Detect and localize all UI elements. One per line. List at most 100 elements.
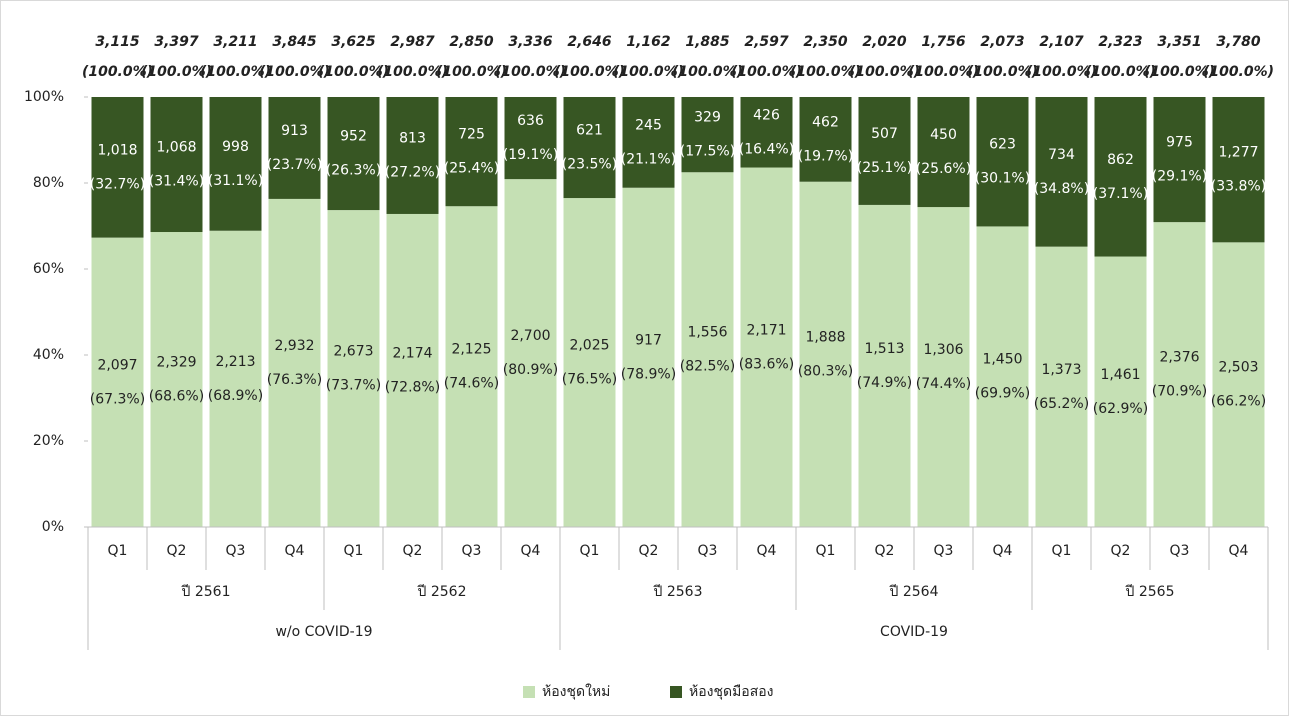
bar-segment	[563, 97, 616, 199]
bar-segment	[1035, 246, 1088, 527]
value-label: (34.8%)	[1034, 181, 1089, 197]
value-label: (33.8%)	[1211, 179, 1266, 195]
total-share-label: (100.0%)	[200, 64, 271, 80]
value-label: (31.1%)	[208, 173, 263, 189]
total-share-label: (100.0%)	[672, 64, 743, 80]
bar-segment	[976, 97, 1029, 227]
count-label: 507	[871, 126, 898, 142]
bar-segment	[150, 232, 203, 527]
value-label: (17.5%)	[680, 144, 735, 160]
value-label: (76.5%)	[562, 372, 617, 388]
total-label: 2,850	[449, 34, 494, 50]
count-label: 913	[281, 123, 308, 139]
total-label: 1,756	[921, 34, 966, 50]
value-label: (73.7%)	[326, 378, 381, 394]
total-label: 3,336	[508, 34, 553, 50]
value-label: (31.4%)	[149, 174, 204, 190]
value-label: (80.3%)	[798, 363, 853, 379]
value-label: (83.6%)	[739, 356, 794, 372]
value-label: (69.9%)	[975, 386, 1030, 402]
count-label: 2,673	[333, 344, 373, 360]
x-tick-label: Q1	[108, 543, 128, 559]
total-share-label: (100.0%)	[908, 64, 979, 80]
x-tick-label: Q4	[521, 543, 541, 559]
bar-segment	[1094, 97, 1147, 257]
year-label: ปี 2563	[653, 584, 702, 600]
count-label: 2,025	[569, 338, 609, 354]
bar-segment	[209, 230, 262, 528]
bar-segment	[799, 181, 852, 527]
count-label: 917	[635, 332, 662, 348]
count-label: 952	[340, 129, 367, 145]
total-label: 3,397	[154, 34, 199, 50]
x-tick-label: Q2	[1111, 543, 1131, 559]
value-label: (82.5%)	[680, 359, 735, 375]
total-share-label: (100.0%)	[967, 64, 1038, 80]
period-label: COVID-19	[880, 624, 948, 640]
total-share-label: (100.0%)	[377, 64, 448, 80]
bar-segment	[386, 213, 439, 527]
count-label: 450	[930, 127, 957, 143]
value-label: (70.9%)	[1152, 384, 1207, 400]
total-share-label: (100.0%)	[1026, 64, 1097, 80]
period-label: w/o COVID-19	[275, 624, 372, 640]
x-tick-label: Q3	[462, 543, 482, 559]
total-label: 3,115	[95, 34, 140, 50]
bar-segment	[150, 97, 203, 233]
count-label: 1,513	[864, 341, 904, 357]
value-label: (80.9%)	[503, 362, 558, 378]
count-label: 2,174	[392, 345, 432, 361]
bar-segment	[917, 97, 970, 208]
bar-segment	[386, 97, 439, 214]
count-label: 636	[517, 113, 544, 129]
value-label: (21.1%)	[621, 151, 676, 167]
bar-segment	[740, 167, 793, 527]
bar-segment	[445, 97, 498, 207]
bar-segment	[563, 198, 616, 528]
count-label: 2,376	[1159, 350, 1199, 366]
total-label: 2,987	[390, 34, 435, 50]
value-label: (78.9%)	[621, 366, 676, 382]
total-label: 3,625	[331, 34, 376, 50]
y-tick-label: 80%	[33, 175, 64, 191]
bar-segment	[327, 210, 380, 527]
bar-segment	[917, 207, 970, 527]
count-label: 1,306	[923, 342, 963, 358]
bar-segment	[1035, 97, 1088, 247]
count-label: 1,373	[1041, 362, 1081, 378]
bar-segment	[268, 198, 321, 527]
count-label: 1,461	[1100, 367, 1140, 383]
x-tick-label: Q4	[285, 543, 305, 559]
bar-segment	[445, 206, 498, 527]
total-label: 3,780	[1216, 34, 1261, 50]
x-tick-label: Q4	[1229, 543, 1249, 559]
x-tick-label: Q1	[580, 543, 600, 559]
bar-segment	[740, 97, 793, 168]
count-label: 2,932	[274, 338, 314, 354]
count-label: 2,213	[215, 354, 255, 370]
value-label: (67.3%)	[90, 391, 145, 407]
total-share-label: (100.0%)	[1144, 64, 1215, 80]
bar-segment	[681, 172, 734, 527]
total-share-label: (100.0%)	[731, 64, 802, 80]
count-label: 426	[753, 107, 780, 123]
count-label: 623	[989, 137, 1016, 153]
count-label: 813	[399, 130, 426, 146]
x-tick-label: Q2	[167, 543, 187, 559]
bar-segment	[327, 97, 380, 211]
bar-segment	[1212, 242, 1265, 527]
count-label: 462	[812, 114, 839, 130]
count-label: 725	[458, 127, 485, 143]
count-label: 2,171	[746, 322, 786, 338]
value-label: (23.7%)	[267, 157, 322, 173]
total-label: 3,351	[1157, 34, 1201, 50]
bar-segment	[1153, 222, 1206, 527]
total-share-label: (100.0%)	[1085, 64, 1156, 80]
value-label: (68.6%)	[149, 389, 204, 405]
x-tick-label: Q2	[403, 543, 423, 559]
bar-segment	[681, 97, 734, 173]
x-tick-label: Q1	[344, 543, 364, 559]
total-label: 3,211	[213, 34, 257, 50]
count-label: 1,888	[805, 329, 845, 345]
bar-segment	[504, 97, 557, 180]
